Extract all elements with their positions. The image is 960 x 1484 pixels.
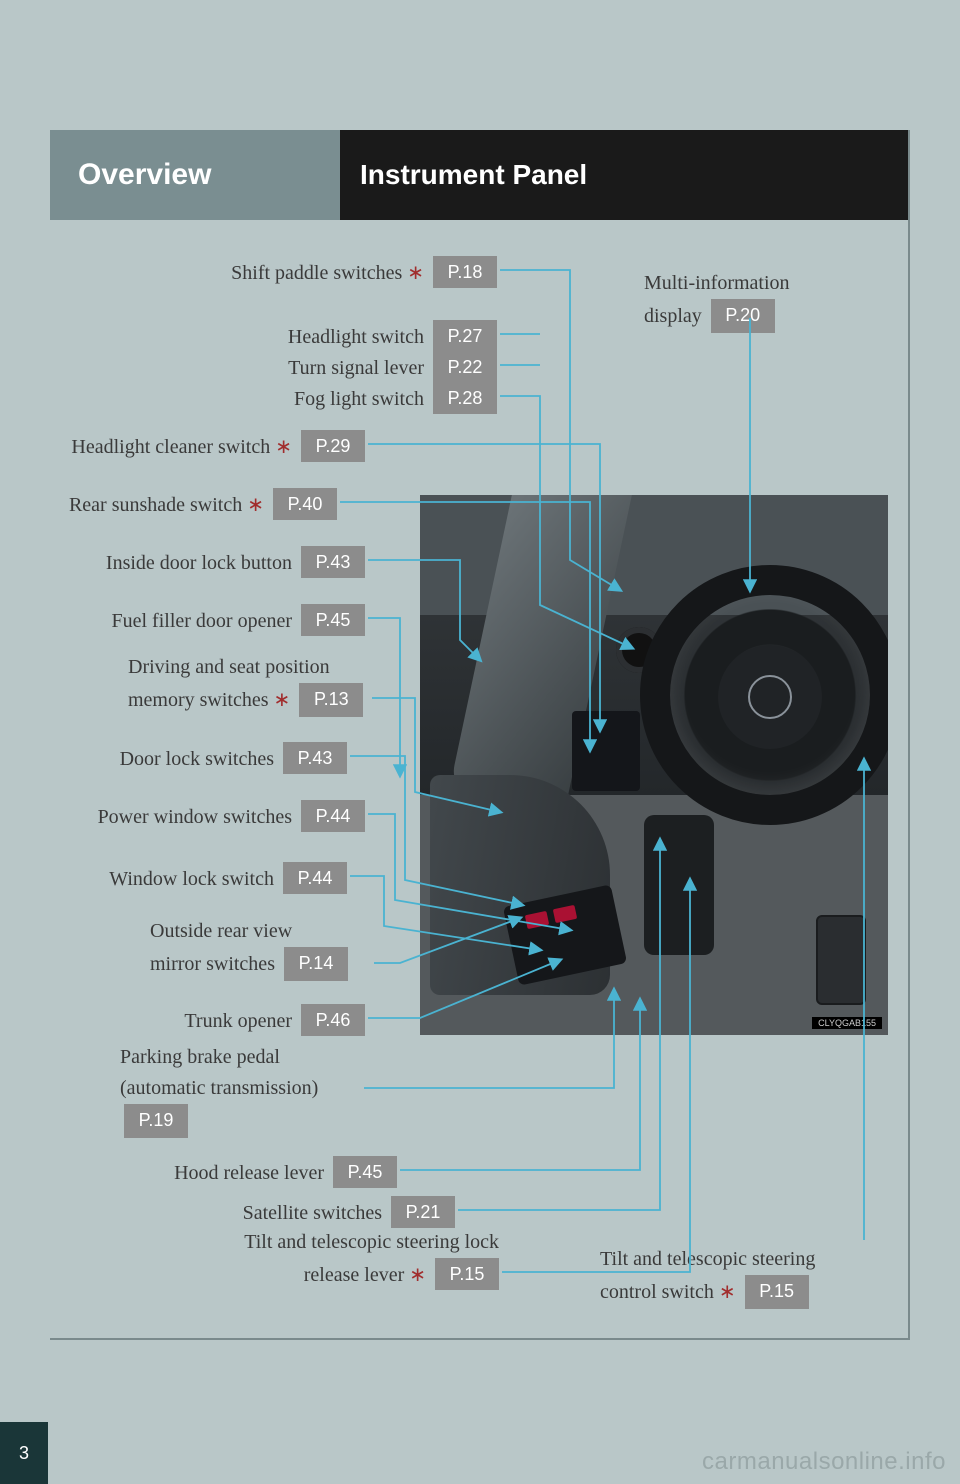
page-ref: P.14 <box>284 947 348 981</box>
label-window-lock: Window lock switch P.44 <box>67 862 347 894</box>
page-ref: P.13 <box>299 683 363 717</box>
label-headlight: Headlight switch P.27 <box>67 320 497 352</box>
label-tilt-lock-2: release lever ∗ P.15 <box>67 1258 499 1290</box>
page-ref: P.45 <box>333 1156 397 1188</box>
page-ref: P.28 <box>433 382 497 414</box>
label-parking-brake: Parking brake pedal (automatic transmiss… <box>120 1042 380 1138</box>
instrument-panel-figure: CLYQGAB155 <box>420 495 888 1035</box>
page-ref: P.40 <box>273 488 337 520</box>
page-ref: P.18 <box>433 256 497 288</box>
label-inside-door-lock: Inside door lock button P.43 <box>67 546 365 578</box>
label-power-window: Power window switches P.44 <box>67 800 365 832</box>
figure-id: CLYQGAB155 <box>812 1017 882 1029</box>
page-ref: P.20 <box>711 299 775 333</box>
label-fuel-filler: Fuel filler door opener P.45 <box>67 604 365 636</box>
label-multi-info: Multi-information display P.20 <box>644 268 894 333</box>
page-ref: P.27 <box>433 320 497 352</box>
page-ref: P.46 <box>301 1004 365 1036</box>
page-ref: P.19 <box>124 1104 188 1138</box>
label-door-lock: Door lock switches P.43 <box>67 742 347 774</box>
label-seat-memory: Driving and seat position memory switche… <box>128 652 388 717</box>
label-rear-sunshade: Rear sunshade switch ∗ P.40 <box>67 488 337 520</box>
page-ref: P.22 <box>433 351 497 383</box>
label-headlight-cleaner: Headlight cleaner switch ∗ P.29 <box>67 430 365 462</box>
page-ref: P.44 <box>301 800 365 832</box>
label-turn-signal: Turn signal lever P.22 <box>67 351 497 383</box>
page-ref: P.15 <box>745 1275 809 1309</box>
page-ref: P.43 <box>301 546 365 578</box>
page-ref: P.43 <box>283 742 347 774</box>
label-mirror: Outside rear view mirror switches P.14 <box>150 916 390 981</box>
label-shift-paddle: Shift paddle switches ∗ P.18 <box>67 256 497 288</box>
page-ref: P.44 <box>283 862 347 894</box>
label-trunk: Trunk opener P.46 <box>67 1004 365 1036</box>
label-tilt-control: Tilt and telescopic steering control swi… <box>600 1244 900 1309</box>
watermark: carmanualsonline.info <box>702 1448 946 1476</box>
label-fog-light: Fog light switch P.28 <box>67 382 497 414</box>
page-ref: P.29 <box>301 430 365 462</box>
page-number: 3 <box>0 1422 48 1484</box>
label-tilt-lock: Tilt and telescopic steering lock <box>67 1228 499 1257</box>
page-ref: P.21 <box>391 1196 455 1228</box>
label-satellite: Satellite switches P.21 <box>67 1196 455 1228</box>
page-ref: P.15 <box>435 1258 499 1290</box>
page-ref: P.45 <box>301 604 365 636</box>
label-hood-release: Hood release lever P.45 <box>67 1156 397 1188</box>
